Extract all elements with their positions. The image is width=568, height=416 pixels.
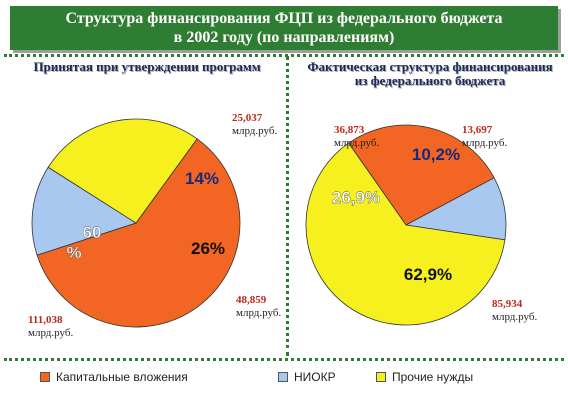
left-pie-label-capital: 60%	[66, 223, 101, 262]
right-amount-other-unit: млрд.руб.	[492, 311, 538, 323]
legend-swatch-other	[376, 372, 386, 382]
right-amount-capital: 36,873 млрд.руб.	[334, 124, 379, 150]
legend-label-niokr: НИОКР	[294, 370, 336, 384]
right-amount-niokr-value: 13,697	[462, 124, 493, 136]
legend-item-other: Прочие нужды	[376, 370, 473, 384]
right-pie-title: Фактическая структура финансирования из …	[307, 59, 553, 88]
right-amount-niokr: 13,697 млрд.руб.	[462, 124, 507, 150]
right-amount-other: 85,934 млрд.руб.	[492, 298, 537, 324]
bottom-divider	[4, 358, 564, 361]
left-amount-capital: 111,038 млрд.руб.	[28, 314, 73, 340]
right-amount-capital-unit: млрд.руб.	[334, 137, 380, 149]
left-amount-capital-value: 111,038	[28, 314, 63, 326]
left-pie-slice-other	[47, 118, 198, 224]
center-divider	[286, 56, 289, 356]
right-amount-other-value: 85,934	[492, 298, 523, 310]
right-pie-label-niokr: 10,2%	[412, 145, 460, 164]
right-pie-slice-other	[305, 142, 506, 326]
legend-swatch-niokr	[278, 372, 288, 382]
left-amount-niokr-unit: млрд.руб.	[232, 125, 278, 137]
left-pie-label-other: 26%	[191, 239, 225, 258]
left-amount-other: 48,859 млрд.руб.	[236, 294, 281, 320]
legend-item-capital: Капитальные вложения	[40, 370, 188, 384]
right-amount-capital-value: 36,873	[334, 124, 365, 136]
right-pie-slice-capital	[348, 124, 495, 226]
left-amount-niokr: 25,037 млрд.руб.	[232, 112, 277, 138]
legend-label-capital: Капитальные вложения	[56, 370, 188, 384]
left-pie-slice-capital	[36, 138, 241, 328]
left-pie-slice-niokr	[31, 166, 137, 256]
left-amount-capital-unit: млрд.руб.	[28, 327, 74, 339]
right-amount-niokr-unit: млрд.руб.	[462, 137, 508, 149]
left-amount-other-unit: млрд.руб.	[236, 307, 282, 319]
legend-item-niokr: НИОКР	[278, 370, 336, 384]
left-pie-title: Принятая при утверждении программ	[33, 59, 261, 74]
legend-swatch-capital	[40, 372, 50, 382]
left-pie-label-niokr: 14%	[185, 169, 219, 188]
chart-title-banner: Структура финансирования ФЦП из федераль…	[10, 6, 558, 50]
legend-label-other: Прочие нужды	[392, 370, 474, 384]
legend: Капитальные вложения НИОКР Прочие нужды	[40, 370, 560, 388]
left-amount-other-value: 48,859	[236, 294, 267, 306]
top-divider	[4, 54, 564, 57]
left-amount-niokr-value: 25,037	[232, 112, 263, 124]
title-line-2: в 2002 году (по направлениям)	[173, 29, 395, 46]
title-line-1: Структура финансирования ФЦП из федераль…	[65, 10, 503, 27]
right-pie-label-capital: 26,9%	[332, 188, 380, 207]
right-pie-label-other: 62,9%	[404, 265, 452, 284]
